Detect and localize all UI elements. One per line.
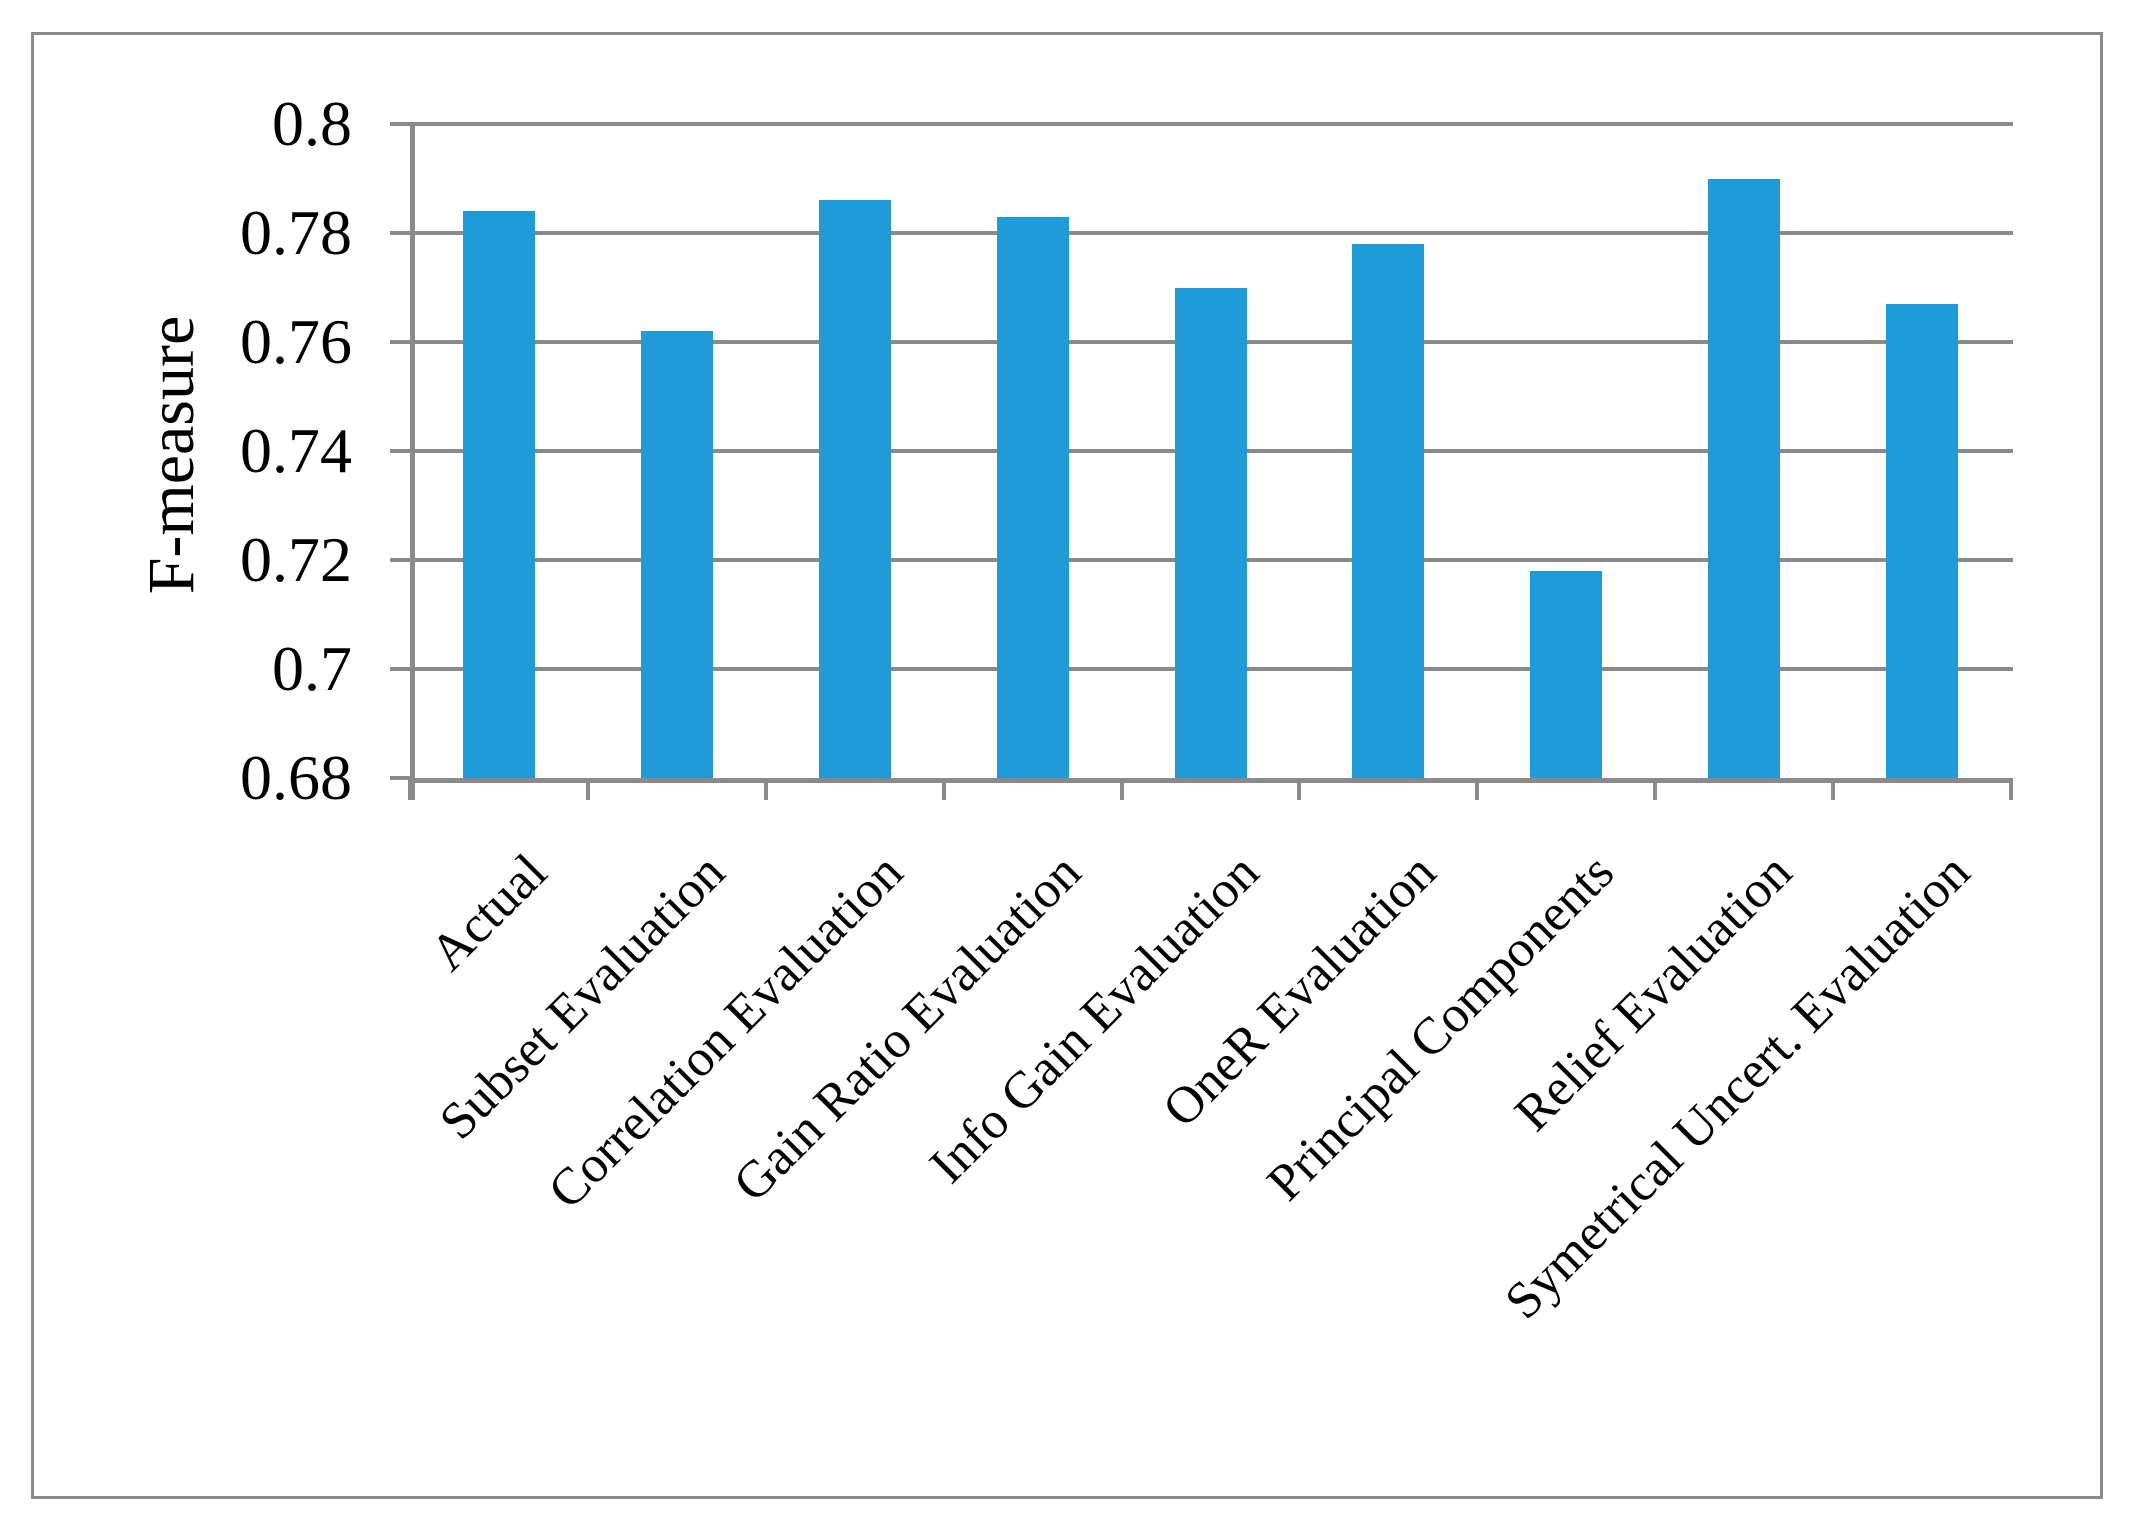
bar <box>640 331 713 778</box>
y-tick-label: 0.72 <box>240 524 352 595</box>
y-tick <box>390 340 410 344</box>
x-category-label: Actual <box>419 843 558 982</box>
x-tick <box>1119 778 1124 800</box>
bar <box>1352 243 1425 778</box>
y-tick <box>390 449 410 453</box>
x-tick <box>585 778 590 800</box>
y-tick <box>390 558 410 562</box>
x-axis-line <box>410 778 2013 783</box>
y-tick <box>390 776 410 780</box>
bar <box>462 211 535 778</box>
x-tick <box>1297 778 1302 800</box>
x-tick <box>1475 778 1480 800</box>
bar <box>1530 570 1603 778</box>
y-tick-label: 0.8 <box>272 88 352 159</box>
x-tick <box>1831 778 1836 800</box>
bar <box>996 216 1069 778</box>
x-category-label: Gain Ratio Evaluation <box>722 843 1092 1213</box>
y-tick <box>390 231 410 235</box>
x-category-label: OneR Evaluation <box>1152 843 1448 1139</box>
x-category-label: Info Gain Evaluation <box>918 843 1270 1195</box>
gridline <box>410 231 2013 235</box>
bar <box>1708 178 1781 778</box>
x-category-label: Symetrical Uncert. Evaluation <box>1494 843 1981 1331</box>
x-category-label: Principal Components <box>1257 843 1626 1212</box>
x-tick <box>1653 778 1658 800</box>
x-category-label: Relief Evaluation <box>1504 843 1804 1143</box>
y-tick <box>390 667 410 671</box>
gridline <box>410 122 2013 126</box>
x-category-label: Correlation Evaluation <box>537 843 914 1220</box>
y-axis-title: F-measure <box>135 315 208 595</box>
bar <box>818 200 891 778</box>
y-tick-label: 0.78 <box>240 197 352 268</box>
y-tick <box>390 122 410 126</box>
x-category-label: Subset Evaluation <box>428 843 736 1151</box>
y-tick-label: 0.68 <box>240 742 352 813</box>
x-tick <box>2009 778 2013 800</box>
x-tick <box>763 778 768 800</box>
x-tick <box>941 778 946 800</box>
y-tick-label: 0.76 <box>240 306 352 377</box>
x-tick <box>408 778 412 800</box>
bar <box>1886 303 1959 778</box>
bar <box>1174 287 1247 778</box>
y-axis-line <box>410 124 415 800</box>
y-tick-label: 0.7 <box>272 633 352 704</box>
y-tick-label: 0.74 <box>240 415 352 486</box>
